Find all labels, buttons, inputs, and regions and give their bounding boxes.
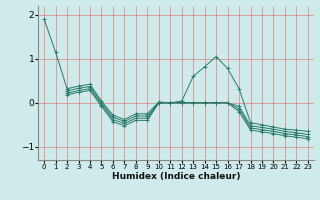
X-axis label: Humidex (Indice chaleur): Humidex (Indice chaleur) (112, 172, 240, 181)
